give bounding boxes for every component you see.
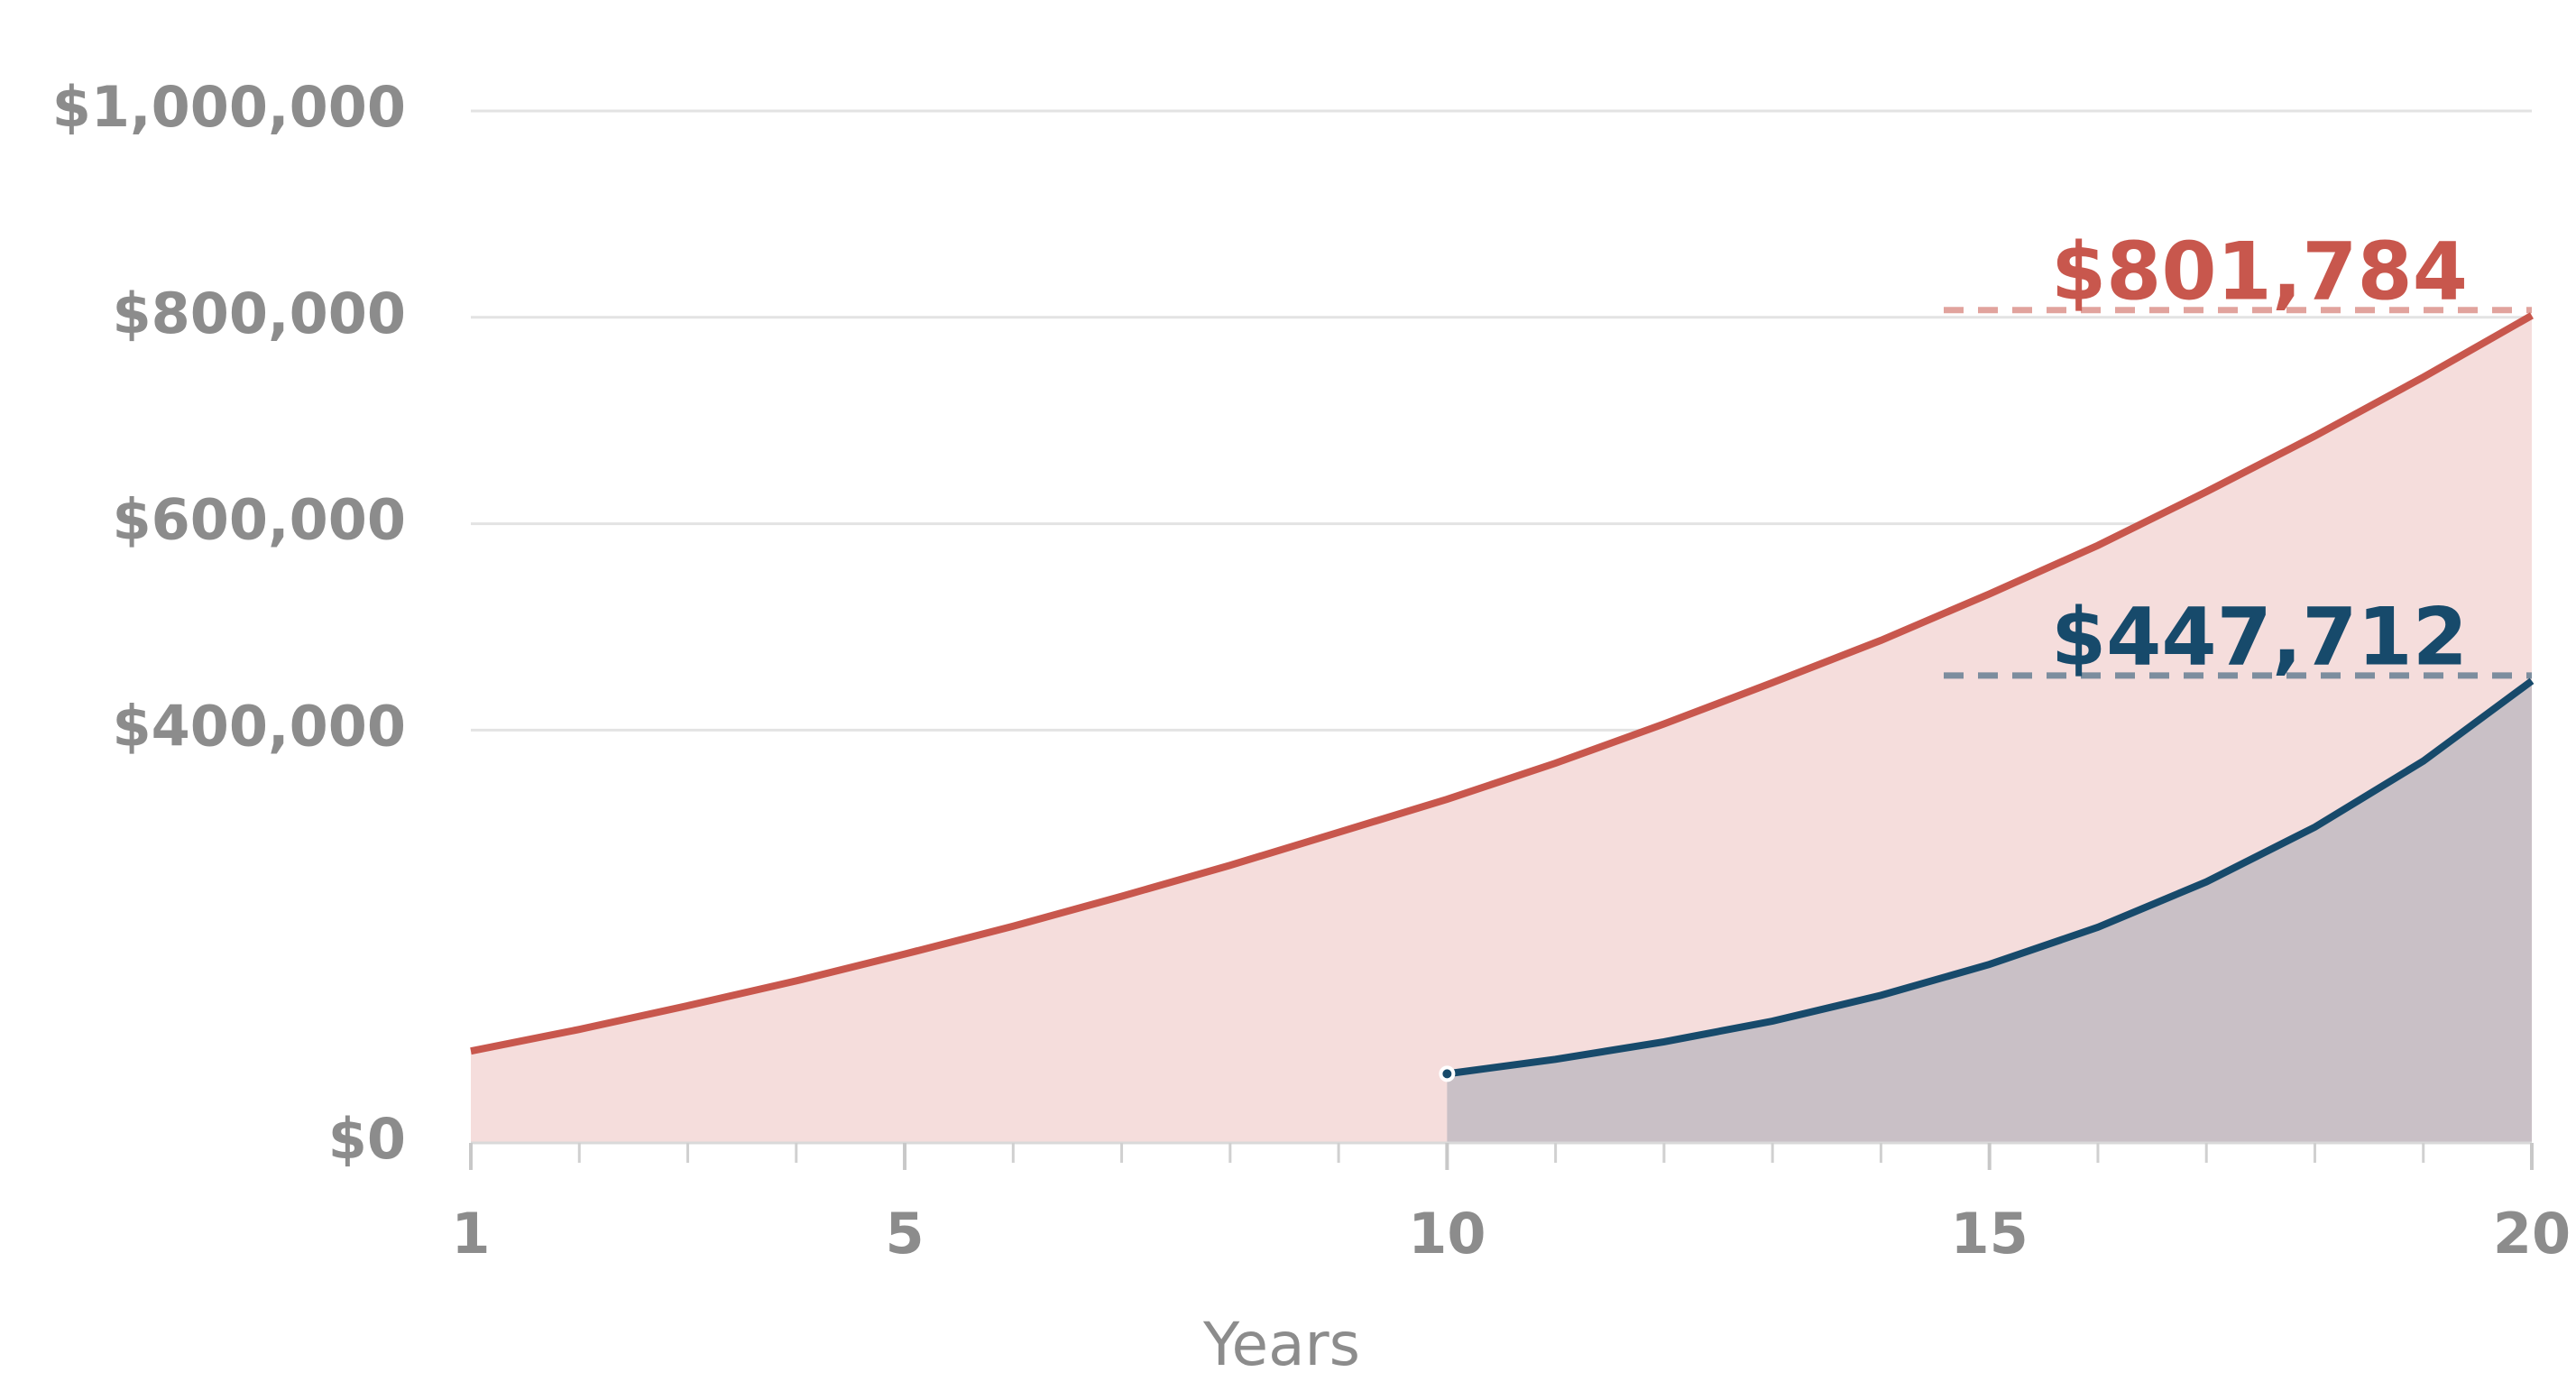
x-tick-label: 20 <box>2493 1201 2571 1266</box>
x-tick-label: 5 <box>885 1201 924 1266</box>
y-tick-label: $1,000,000 <box>52 74 406 140</box>
value-label: $447,712 <box>2051 591 2468 684</box>
x-tick-label: 15 <box>1951 1201 2029 1266</box>
start-point <box>1439 1065 1456 1082</box>
line <box>470 312 2534 1055</box>
y-tick-label: $400,000 <box>112 693 406 759</box>
x-tick-label: 1 <box>451 1201 490 1266</box>
x-tick-label: 10 <box>1408 1201 1486 1266</box>
y-tick-label: $600,000 <box>112 487 406 553</box>
x-axis-label: Years <box>1202 1310 1360 1379</box>
area-fill <box>1447 680 2532 1143</box>
line <box>1446 677 2535 1078</box>
value-label: $801,784 <box>2051 226 2468 318</box>
y-tick-label: $0 <box>328 1106 406 1172</box>
y-tick-label: $800,000 <box>112 281 406 346</box>
